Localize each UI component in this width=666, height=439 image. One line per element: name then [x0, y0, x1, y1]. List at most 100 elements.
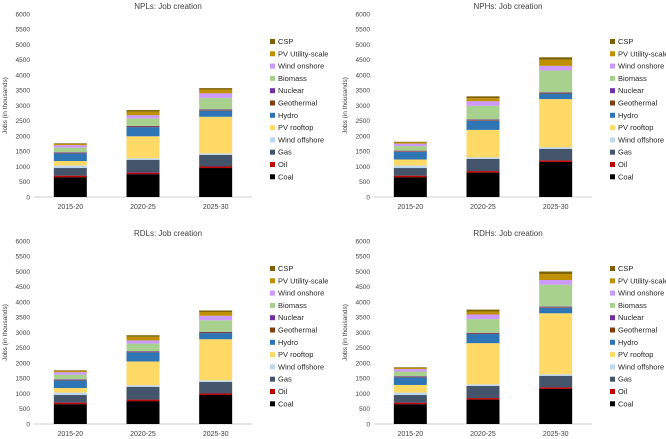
y-tick-label: 3000 — [16, 330, 31, 337]
legend-swatch — [610, 376, 615, 382]
x-tick-label: 2025-30 — [203, 204, 229, 211]
bar-segment-hydro — [126, 352, 160, 362]
chart-title: RDHs: Job creation — [473, 229, 542, 238]
x-tick-label: 2015-20 — [397, 431, 423, 438]
bar-segment-hydro — [126, 127, 160, 137]
bar-segment-gas — [53, 168, 87, 176]
y-tick-label: 4500 — [16, 284, 31, 291]
legend-swatch — [610, 75, 615, 81]
bar-segment-wind-offshore — [466, 384, 500, 386]
bar-segment-pv-rooftop — [466, 129, 500, 158]
bar-segment-oil — [539, 160, 573, 162]
bar-segment-pv-utility-scale — [126, 336, 160, 341]
legend-swatch — [270, 88, 275, 94]
x-tick-label: 2015-20 — [57, 431, 83, 438]
y-tick-label: 3500 — [356, 88, 371, 95]
bar-segment-wind-offshore — [53, 392, 87, 396]
y-tick-label: 1500 — [356, 149, 371, 156]
legend-label: Oil — [618, 160, 628, 169]
bar-segment-hydro — [466, 334, 500, 344]
bar-segment-gas — [126, 159, 160, 173]
y-tick-label: 2500 — [356, 118, 371, 125]
x-tick-label: 2015-20 — [57, 204, 83, 211]
bar-segment-csp — [53, 370, 87, 371]
bar-segment-oil — [126, 399, 160, 402]
legend-swatch — [610, 162, 615, 167]
bar-segment-nuclear — [466, 332, 500, 334]
legend-label: Wind offshore — [278, 135, 324, 144]
bar-segment-pv-rooftop — [199, 116, 233, 154]
legend-label: Wind onshore — [278, 62, 324, 71]
x-tick-label: 2020-25 — [470, 431, 496, 438]
legend-label: Nuclear — [618, 86, 644, 95]
y-axis-label: Jobs (in thousands) — [342, 304, 349, 361]
legend-label: Nuclear — [618, 313, 644, 322]
bar-segment-pv-rooftop — [393, 384, 427, 393]
legend-label: PV rooftop — [278, 350, 313, 359]
legend-label: CSP — [618, 264, 633, 273]
legend-label: Wind onshore — [278, 289, 324, 298]
y-tick-label: 6000 — [16, 238, 31, 245]
legend-swatch — [270, 401, 275, 407]
legend-swatch — [610, 315, 615, 321]
bar-segment-hydro — [539, 93, 573, 100]
y-tick-label: 500 — [19, 179, 30, 186]
bar-segment-wind-onshore — [199, 93, 233, 98]
bar-segment-pv-rooftop — [539, 99, 573, 148]
y-tick-label: 5000 — [356, 42, 371, 49]
legend-swatch — [610, 63, 615, 69]
bar-segment-csp — [393, 367, 427, 368]
y-tick-label: 5000 — [356, 269, 371, 276]
legend-swatch — [610, 364, 615, 370]
bar-segment-biomass — [539, 284, 573, 307]
bar-segment-nuclear — [466, 119, 500, 121]
bar-segment-gas — [199, 154, 233, 167]
legend-label: Hydro — [278, 111, 298, 120]
bar-segment-coal — [126, 401, 160, 424]
legend-swatch — [270, 162, 275, 167]
legend-label: Wind onshore — [618, 62, 664, 71]
legend-label: Geothermal — [278, 326, 318, 335]
x-tick-label: 2020-25 — [130, 204, 156, 211]
bar-segment-pv-utility-scale — [539, 273, 573, 281]
bar-segment-geothermal — [126, 126, 160, 128]
bar-segment-wind-onshore — [393, 143, 427, 147]
bar-segment-oil — [53, 402, 87, 405]
y-tick-label: 500 — [359, 179, 370, 186]
legend-label: CSP — [278, 37, 293, 46]
legend-swatch — [270, 278, 275, 284]
bar-segment-csp — [539, 271, 573, 274]
legend-label: Wind offshore — [278, 362, 324, 371]
bar-segment-pv-utility-scale — [466, 311, 500, 315]
legend-label: CSP — [278, 264, 293, 273]
y-tick-label: 2500 — [16, 345, 31, 352]
legend-label: Hydro — [618, 111, 638, 120]
bar-segment-gas — [466, 385, 500, 399]
bar-segment-wind-onshore — [53, 372, 87, 375]
y-tick-label: 4000 — [16, 299, 31, 306]
bar-segment-csp — [126, 110, 160, 112]
bar-segment-hydro — [393, 151, 427, 160]
y-tick-label: 2500 — [356, 345, 371, 352]
legend-swatch — [610, 327, 615, 333]
bar-segment-biomass — [393, 146, 427, 151]
y-axis-label: Jobs (in thousands) — [2, 77, 9, 134]
bar-segment-pv-utility-scale — [53, 370, 87, 373]
legend-swatch — [610, 278, 615, 284]
bar-segment-wind-onshore — [466, 101, 500, 106]
bar-segment-oil — [393, 175, 427, 178]
bar-segment-geothermal — [539, 92, 573, 94]
bar-segment-nuclear — [539, 306, 573, 308]
legend-label: PV Utility-scale — [278, 49, 328, 58]
legend-label: PV rooftop — [618, 350, 653, 359]
x-tick-label: 2015-20 — [397, 204, 423, 211]
bar-segment-coal — [466, 172, 500, 197]
y-tick-label: 3000 — [16, 103, 31, 110]
bar-segment-pv-utility-scale — [539, 59, 573, 66]
bar-segment-wind-onshore — [53, 145, 87, 148]
legend-label: Gas — [278, 148, 292, 157]
y-tick-label: 0 — [26, 421, 30, 428]
bar-segment-gas — [199, 381, 233, 394]
x-tick-label: 2020-25 — [130, 431, 156, 438]
